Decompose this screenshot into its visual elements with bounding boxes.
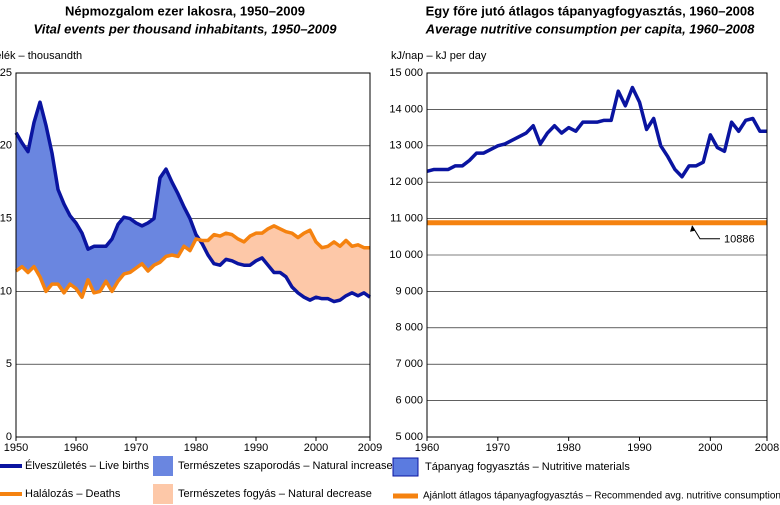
x-tick-label: 1960 — [415, 442, 439, 454]
area-fill — [297, 232, 305, 298]
chart-subtitle: Vital events per thousand inhabitants, 1… — [34, 21, 338, 36]
area-fill — [15, 131, 23, 272]
y-tick-label: 11 000 — [390, 213, 423, 225]
y-tick-label: 9 000 — [395, 285, 423, 297]
y-tick-label: 15 000 — [389, 67, 423, 79]
y-axis-label: ezrelék – thousandth — [0, 50, 82, 62]
y-tick-label: 10 — [0, 285, 12, 297]
series-line — [14, 100, 372, 304]
area-fill — [123, 216, 131, 275]
y-tick-label: 8 000 — [395, 322, 423, 334]
series-line — [426, 85, 767, 179]
x-tick-label: 1990 — [244, 442, 268, 454]
area-fill — [63, 203, 71, 294]
area-fill — [327, 241, 335, 302]
y-tick-label: 25 — [0, 67, 12, 79]
area-fill — [345, 239, 353, 297]
area-fill — [333, 241, 341, 302]
annotation-label: 10886 — [724, 234, 755, 246]
y-tick-label: 10 000 — [389, 249, 423, 261]
legend-label: Természetes szaporodás – Natural increas… — [178, 460, 393, 472]
area-fill — [291, 232, 299, 294]
area-fill — [303, 229, 311, 301]
x-tick-label: 2009 — [358, 442, 382, 454]
legend-label: Halálozás – Deaths — [25, 488, 121, 500]
legend-label: Ajánlott átlagos tápanyagfogyasztás – Re… — [423, 491, 780, 502]
area-fill — [273, 225, 281, 273]
x-tick-label: 2000 — [698, 442, 722, 454]
y-tick-label: 15 — [0, 213, 12, 225]
x-tick-label: 2000 — [304, 442, 328, 454]
area-fill — [315, 241, 323, 299]
y-tick-label: 20 — [0, 140, 12, 152]
x-tick-label: 1980 — [184, 442, 208, 454]
plot-frame — [426, 72, 768, 438]
annotation-arrow — [690, 225, 695, 232]
x-tick-label: 1980 — [556, 442, 580, 454]
area-fill — [213, 234, 221, 266]
y-tick-label: 0 — [6, 431, 12, 443]
area-fill — [225, 232, 233, 262]
y-axis-label: kJ/nap – kJ per day — [391, 50, 487, 62]
area-fill — [21, 142, 29, 274]
x-tick-label: 1950 — [4, 442, 28, 454]
area-fill — [363, 247, 371, 298]
y-tick-label: 12 000 — [389, 176, 423, 188]
x-tick-label: 1960 — [64, 442, 88, 454]
y-tick-label: 7 000 — [395, 358, 423, 370]
plot-frame — [15, 72, 371, 438]
area-fill — [135, 222, 143, 269]
area-fill — [339, 239, 347, 301]
legend-swatch — [392, 457, 419, 477]
area-fill — [357, 244, 365, 297]
y-tick-label: 14 000 — [389, 103, 423, 115]
x-tick-label: 1970 — [486, 442, 510, 454]
area-fill — [39, 102, 47, 292]
legend-swatch — [153, 484, 173, 504]
chart-subtitle: Average nutritive consumption per capita… — [425, 21, 756, 36]
legend-label: Tápanyag fogyasztás – Nutritive material… — [425, 461, 630, 473]
annotation-leader — [691, 225, 720, 240]
area-fill — [69, 214, 77, 289]
y-tick-label: 6 000 — [395, 395, 423, 407]
area-fill — [147, 218, 155, 272]
area-fill — [321, 245, 329, 299]
x-tick-label: 2008 — [755, 442, 779, 454]
chart-title: Népmozgalom ezer lakosra, 1950–2009 — [65, 3, 305, 18]
area-fill — [279, 228, 287, 278]
area-fill — [93, 246, 101, 294]
legend-label: Természetes fogyás – Natural decrease — [178, 488, 372, 500]
y-tick-label: 13 000 — [389, 140, 423, 152]
y-tick-label: 5 000 — [395, 431, 423, 443]
legend-label: Élveszületés – Live births — [25, 459, 150, 472]
area-fill — [129, 218, 137, 273]
y-tick-label: 5 — [6, 358, 12, 370]
area-fill — [351, 244, 359, 297]
area-fill — [33, 102, 41, 278]
chart-title: Egy főre jutó átlagos tápanyagfogyasztás… — [426, 3, 755, 18]
series-line — [14, 224, 370, 299]
x-tick-label: 1970 — [124, 442, 148, 454]
x-tick-label: 1990 — [627, 442, 651, 454]
legend-swatch — [153, 456, 173, 476]
